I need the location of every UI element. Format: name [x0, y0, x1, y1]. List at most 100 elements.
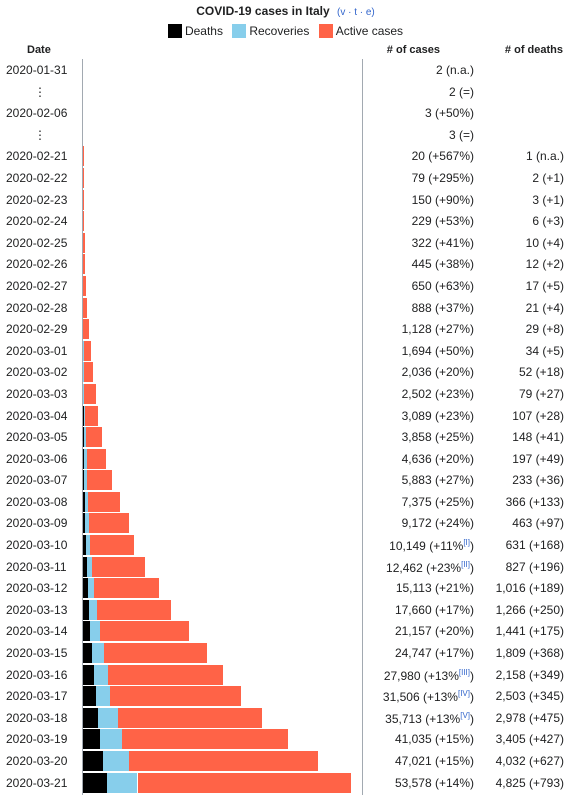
deaths-value: 107 (+28): [512, 408, 564, 423]
cases-text: 79 (+295%): [411, 170, 474, 185]
cases-text: 7,375 (+25%): [401, 494, 474, 509]
deaths-value: 2,978 (+475): [495, 710, 564, 725]
cases-text: 2 (=): [448, 84, 474, 99]
cases-value: 3 (+50%): [425, 106, 474, 120]
bar-segment-active: [87, 470, 113, 491]
footnote-ref[interactable]: [IV]: [457, 689, 470, 699]
deaths-value: 21 (+4): [525, 300, 564, 315]
cases-text: 5,883 (+27%): [401, 473, 474, 488]
cases-text: 3,089 (+23%): [401, 408, 474, 423]
bar-segment-active: [94, 578, 159, 599]
chart-row: 2020-03-03 2,502 (+23%) 79 (+27): [0, 383, 571, 405]
bar-segment-active: [110, 686, 241, 707]
row-date-label: 2020-03-04: [6, 408, 68, 423]
bar-segment-deaths: [83, 578, 89, 599]
chart-left-axis-line: [82, 59, 83, 795]
chart-row: 2020-02-25 322 (+41%) 10 (+4): [0, 232, 571, 254]
bar-segment-active: [84, 362, 94, 383]
legend: Deaths Recoveries Active cases: [0, 24, 571, 38]
cases-text-tail: ): [470, 668, 474, 683]
cases-value: 2 (=): [449, 85, 474, 99]
deaths-value: 6 (+3): [532, 214, 564, 229]
cases-text: 20 (+567%): [411, 149, 474, 164]
deaths-value: 34 (+5): [525, 343, 564, 358]
row-date-label: 2020-02-21: [6, 149, 68, 164]
deaths-value: 148 (+41): [512, 430, 564, 445]
cases-text-tail: ): [470, 539, 474, 554]
bar-segment-deaths: [83, 664, 94, 685]
bar-segment-active: [122, 729, 289, 750]
row-date-label: 2020-03-09: [6, 516, 68, 531]
bar-segment-recoveries: [83, 383, 85, 404]
vte-links[interactable]: (v · t · e): [336, 7, 375, 18]
deaths-value: 12 (+2): [525, 257, 564, 272]
bar-segment-recoveries: [97, 707, 119, 728]
cases-value: 322 (+41%): [412, 236, 474, 250]
deaths-value: 17 (+5): [525, 278, 564, 293]
deaths-value: 827 (+196): [505, 559, 564, 574]
row-date-label: 2020-02-23: [6, 192, 68, 207]
chart-row: 2020-02-29 1,128 (+27%) 29 (+8): [0, 318, 571, 340]
chart-row: 2020-02-27 650 (+63%) 17 (+5): [0, 275, 571, 297]
legend-recoveries: Recoveries: [232, 24, 309, 38]
footnote-ref[interactable]: [V]: [460, 710, 470, 720]
cases-text: 53,578 (+14%): [394, 775, 474, 790]
chart-row: 2020-03-09 9,172 (+24%) 463 (+97): [0, 512, 571, 534]
footnote-ref[interactable]: [I]: [463, 538, 470, 548]
cases-value: 1,128 (+27%): [402, 322, 474, 336]
chart-row: 2020-02-23 150 (+90%) 3 (+1): [0, 189, 571, 211]
row-date-label: 2020-02-24: [6, 214, 68, 229]
deaths-value: 2,503 (+345): [495, 689, 564, 704]
cases-text: 1,128 (+27%): [401, 322, 474, 337]
cases-text: 9,172 (+24%): [401, 516, 474, 531]
row-date-label: 2020-02-06: [6, 106, 68, 121]
bar-segment-deaths: [83, 427, 84, 448]
deaths-value: 197 (+49): [512, 451, 564, 466]
chart-row: 2020-03-05 3,858 (+25%) 148 (+41): [0, 426, 571, 448]
cases-text: 2,502 (+23%): [401, 386, 474, 401]
cases-value: 9,172 (+24%): [402, 516, 474, 530]
chart-row: 2020-03-08 7,375 (+25%) 366 (+133): [0, 491, 571, 513]
cases-value: 10,149 (+11%[I]): [389, 538, 474, 553]
bar-segment-deaths: [83, 491, 85, 512]
chart-title-text: COVID-19 cases in Italy: [196, 4, 330, 18]
footnote-ref[interactable]: [II]: [461, 559, 470, 569]
bar-segment-active: [83, 275, 87, 296]
cases-text: 15,113 (+21%): [395, 581, 474, 596]
cases-value: 3,089 (+23%): [402, 409, 474, 423]
cases-text: 1,694 (+50%): [401, 343, 474, 358]
bar-segment-deaths: [83, 470, 85, 491]
bar-segment-recoveries: [88, 578, 95, 599]
bar-segment-recoveries: [83, 448, 87, 469]
bar-segment-active: [84, 405, 99, 426]
row-date-label: 2020-02-22: [6, 170, 68, 185]
header-cases: # of cases: [386, 44, 440, 56]
bar-segment-active: [86, 448, 107, 469]
deaths-value: 4,032 (+627): [495, 754, 564, 768]
bar-segment-active: [85, 427, 103, 448]
deaths-value: 366 (+133): [505, 494, 564, 509]
bar-segment-active: [83, 211, 85, 232]
cases-value: 47,021 (+15%): [395, 754, 474, 768]
legend-swatch-deaths: [167, 24, 182, 38]
bar-segment-active: [92, 556, 146, 577]
bar-segment-active: [87, 491, 120, 512]
cases-text: 650 (+63%): [411, 278, 474, 293]
footnote-ref[interactable]: [III]: [458, 667, 470, 677]
bar-segment-active: [96, 599, 172, 620]
bar-segment-deaths: [83, 643, 93, 664]
cases-value: 3 (=): [449, 128, 474, 142]
cases-value: 21,157 (+20%): [395, 624, 474, 638]
row-date-label: 2020-03-03: [6, 386, 68, 401]
bar-segment-recoveries: [92, 643, 104, 664]
legend-label-active: Active cases: [335, 24, 404, 38]
cases-value: 229 (+53%): [412, 214, 474, 228]
chart-row: 2020-03-19 41,035 (+15%) 3,405 (+427): [0, 728, 571, 750]
bar-segment-deaths: [83, 751, 104, 771]
chart-row: 2020-03-17 31,506 (+13%[IV]) 2,503 (+345): [0, 685, 571, 707]
cases-value: 888 (+37%): [412, 301, 474, 315]
chart-row: 2020-02-22 79 (+295%) 2 (+1): [0, 167, 571, 189]
legend-label-deaths: Deaths: [184, 24, 223, 38]
chart-right-axis-line: [362, 59, 363, 795]
cases-text: 3 (+50%): [424, 106, 474, 121]
